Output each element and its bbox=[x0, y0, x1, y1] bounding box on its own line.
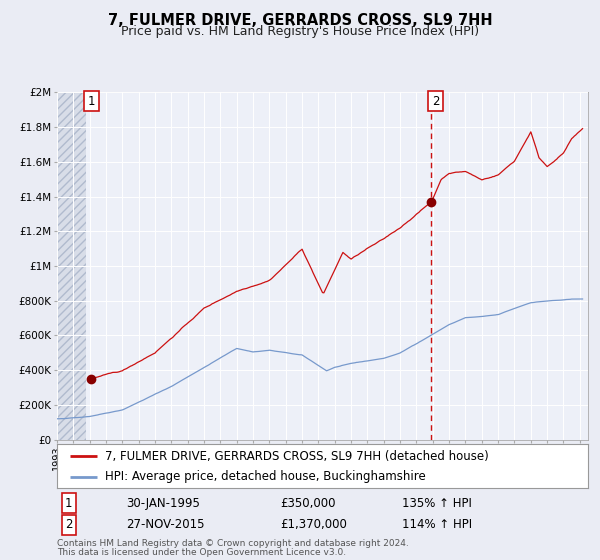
Text: £350,000: £350,000 bbox=[280, 497, 335, 510]
Text: 2: 2 bbox=[432, 95, 439, 108]
Text: 135% ↑ HPI: 135% ↑ HPI bbox=[402, 497, 472, 510]
Text: 7, FULMER DRIVE, GERRARDS CROSS, SL9 7HH: 7, FULMER DRIVE, GERRARDS CROSS, SL9 7HH bbox=[107, 13, 493, 27]
Text: 1: 1 bbox=[65, 497, 73, 510]
Text: 27-NOV-2015: 27-NOV-2015 bbox=[126, 518, 205, 531]
Text: Contains HM Land Registry data © Crown copyright and database right 2024.: Contains HM Land Registry data © Crown c… bbox=[57, 539, 409, 548]
Text: 2: 2 bbox=[65, 518, 73, 531]
Text: Price paid vs. HM Land Registry's House Price Index (HPI): Price paid vs. HM Land Registry's House … bbox=[121, 25, 479, 39]
Text: 7, FULMER DRIVE, GERRARDS CROSS, SL9 7HH (detached house): 7, FULMER DRIVE, GERRARDS CROSS, SL9 7HH… bbox=[105, 450, 488, 463]
Text: £1,370,000: £1,370,000 bbox=[280, 518, 347, 531]
Text: HPI: Average price, detached house, Buckinghamshire: HPI: Average price, detached house, Buck… bbox=[105, 470, 425, 483]
Text: 1: 1 bbox=[88, 95, 95, 108]
Text: 30-JAN-1995: 30-JAN-1995 bbox=[126, 497, 200, 510]
Text: This data is licensed under the Open Government Licence v3.0.: This data is licensed under the Open Gov… bbox=[57, 548, 346, 557]
Text: 114% ↑ HPI: 114% ↑ HPI bbox=[402, 518, 472, 531]
